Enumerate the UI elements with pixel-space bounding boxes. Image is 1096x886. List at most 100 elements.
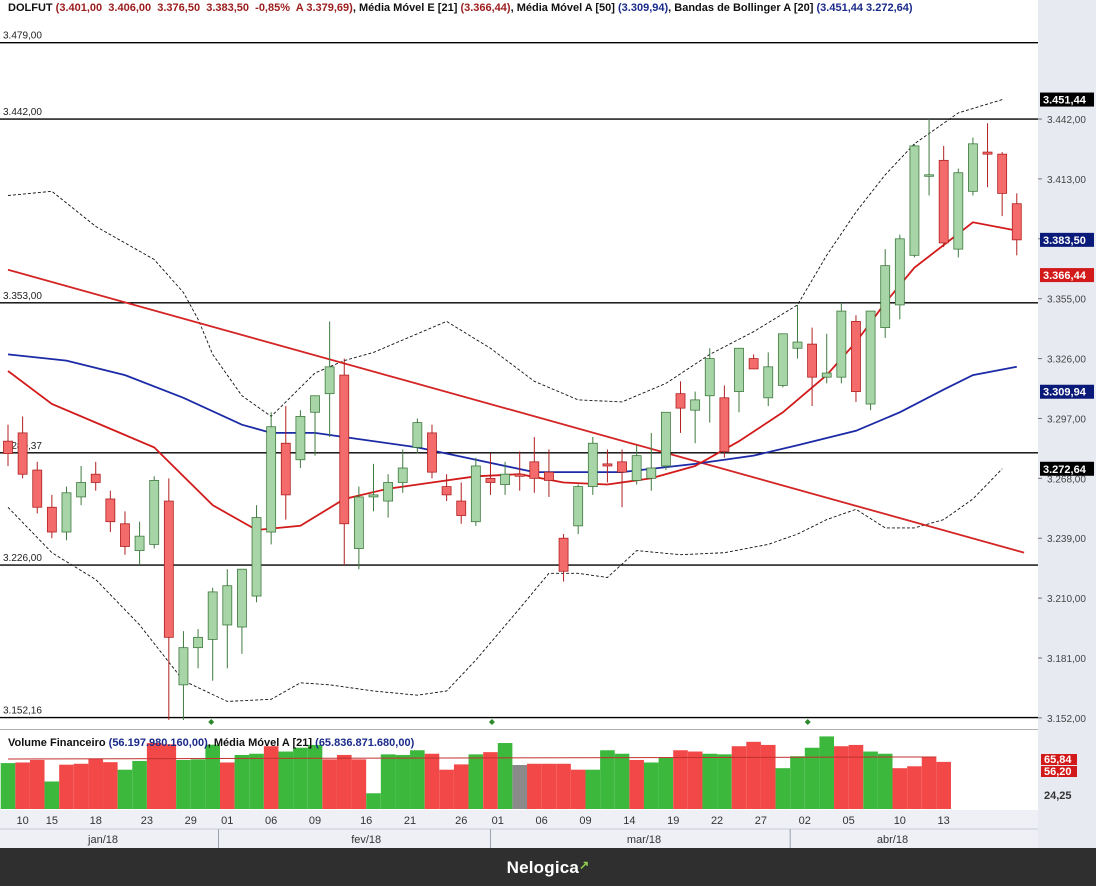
volume-tag-bg [1041, 754, 1077, 765]
candle-body [120, 523, 130, 547]
volume-bar [629, 759, 644, 809]
day-label: 15 [46, 815, 58, 827]
candle-body [587, 442, 598, 488]
day-label: 10 [894, 815, 906, 827]
horizontal-level-label: 3.479,00 [3, 31, 42, 42]
volume-bar [190, 759, 206, 809]
signal-marker [488, 719, 495, 725]
day-label: 09 [309, 815, 321, 827]
day-label: 09 [579, 815, 591, 827]
value-tag-label: 3.366,44 [1043, 270, 1087, 282]
volume-bar [497, 743, 513, 809]
day-label: 01 [492, 815, 504, 827]
volume-ma-value: (65.836.871.680,00) [315, 737, 415, 749]
volume-bar [834, 746, 849, 809]
sma-value: (3.309,94) [618, 2, 669, 14]
candle-body [470, 465, 481, 523]
value-tag-bg [1040, 384, 1094, 399]
candle [719, 385, 730, 458]
candle [163, 478, 174, 720]
day-label: 13 [938, 815, 950, 827]
open-value: 3.401,00 [59, 2, 103, 14]
candle [763, 352, 774, 407]
volume-bar [658, 757, 674, 809]
candle-body [690, 399, 701, 411]
candle [470, 457, 481, 526]
candle-body [368, 494, 379, 498]
month-label: jan/18 [87, 834, 118, 846]
candle [207, 587, 218, 681]
price-tick-label: 3.297,00 [1047, 414, 1086, 425]
candle [120, 511, 130, 555]
value-tag-bg [1040, 461, 1094, 476]
candle-body [266, 426, 277, 533]
volume-separator [0, 729, 1038, 730]
horizontal-level-label: 3.226,00 [3, 553, 42, 564]
candle-body [353, 496, 364, 549]
price-tick-label: 3.355,00 [1047, 295, 1086, 306]
value-tag-bg [1040, 268, 1094, 283]
candle [587, 437, 598, 495]
value-tag: 3.383,50 [1040, 232, 1094, 247]
candle [500, 461, 510, 495]
volume-bar [775, 768, 791, 809]
candle-body [134, 535, 145, 552]
candle [953, 168, 964, 258]
candle-body [32, 469, 43, 508]
value-tag: 3.366,44 [1040, 268, 1094, 283]
volume-bar [687, 751, 703, 809]
day-label: 14 [623, 815, 635, 827]
bollinger-lower-line [7, 468, 1003, 702]
volume-bar [702, 753, 718, 809]
day-label: 06 [536, 815, 548, 827]
candle-body [324, 366, 335, 395]
signal-marker [804, 719, 811, 725]
candle [90, 461, 101, 491]
candle [529, 437, 540, 493]
low-value: 3.376,50 [157, 2, 201, 14]
day-label: 16 [360, 815, 372, 827]
horizontal-level-label: 3.442,00 [3, 107, 42, 118]
volume-bar [205, 744, 220, 809]
candle [880, 249, 891, 338]
candle-body [646, 467, 657, 479]
volume-bar [760, 744, 776, 809]
volume-bar [468, 754, 484, 809]
month-label: fev/18 [351, 834, 381, 846]
volume-bar [293, 747, 308, 809]
volume-bar [15, 762, 30, 809]
candle-body [456, 500, 467, 516]
candle [310, 395, 320, 456]
candle [997, 152, 1008, 217]
volume-bar [249, 753, 264, 809]
bb-value: (3.451,44 3.272,64) [816, 2, 913, 14]
candle [573, 484, 584, 535]
candle-body [558, 537, 569, 572]
volume-bar [512, 764, 527, 809]
volume-bar [921, 757, 937, 809]
value-tag-bg [1040, 232, 1094, 247]
candle-body [777, 333, 788, 386]
candle-body [339, 374, 350, 525]
price-tick-label: 3.152,00 [1047, 714, 1086, 725]
candle-body [251, 517, 262, 597]
candle [675, 381, 686, 433]
volume-bar [322, 759, 337, 809]
volume-bar [424, 753, 440, 809]
candle-body [237, 568, 247, 628]
candle-body [3, 440, 13, 454]
volume-bar [351, 759, 367, 809]
candle [894, 234, 905, 320]
candle [105, 490, 116, 533]
volume-scale-label: 65,84 [1044, 754, 1072, 766]
candle [968, 137, 978, 196]
candle [383, 474, 394, 518]
candle-body [383, 482, 394, 502]
price-chart-svg[interactable]: 3.442,003.413,003.384,003.355,003.326,00… [0, 0, 1096, 848]
sma50-line [7, 353, 1017, 473]
candle-body [661, 411, 671, 467]
candle [368, 463, 379, 512]
candle [631, 445, 642, 485]
volume-bar [848, 744, 864, 809]
bollinger-upper-line [7, 99, 1003, 417]
